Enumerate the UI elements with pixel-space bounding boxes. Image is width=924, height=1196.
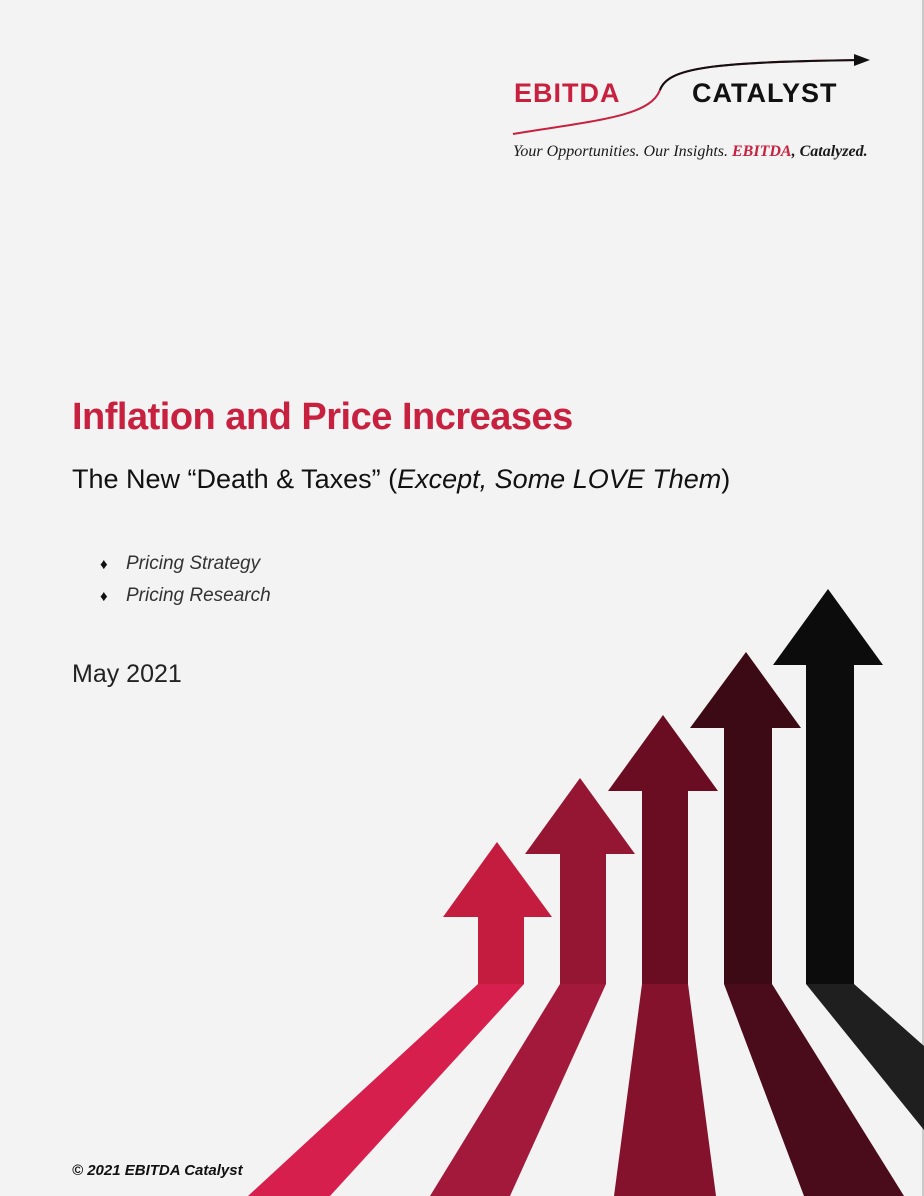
diamond-icon: ♦ xyxy=(100,587,108,605)
subtitle-text: The New “Death & Taxes” ( xyxy=(72,464,398,494)
document-date: May 2021 xyxy=(72,660,182,688)
subtitle-italic: Except, Some LOVE Them xyxy=(397,464,722,494)
document-subtitle: The New “Death & Taxes” (Except, Some LO… xyxy=(72,464,730,495)
logo-catalyst-text: CATALYST xyxy=(692,78,838,108)
arrow-floor-3 xyxy=(614,984,716,1196)
arrow-up-icon-2 xyxy=(525,778,635,984)
arrow-up-icon-4 xyxy=(690,652,801,984)
list-item-label: Pricing Strategy xyxy=(126,553,261,574)
arrow-up-icon-1 xyxy=(443,842,552,984)
arrow-up-icon-3 xyxy=(608,715,718,984)
tagline-text-end: , Catalyzed. xyxy=(791,143,868,160)
arrow-floor-2 xyxy=(430,984,606,1196)
logo-swoosh-arrow-icon xyxy=(512,54,870,135)
list-item: ♦ Pricing Strategy xyxy=(100,548,271,580)
ebitda-catalyst-logo: EBITDA CATALYST Your Opportunities. Our … xyxy=(510,50,874,170)
tagline-text: Your Opportunities. Our Insights. xyxy=(513,143,732,160)
subtitle-text-end: ) xyxy=(721,464,731,494)
arrow-floor-4 xyxy=(724,984,904,1196)
copyright-footer: © 2021 EBITDA Catalyst xyxy=(72,1162,243,1179)
logo-ebitda-text: EBITDA xyxy=(514,78,621,108)
diamond-icon: ♦ xyxy=(100,555,108,573)
arrow-floor-5 xyxy=(806,984,924,1130)
document-title: Inflation and Price Increases xyxy=(72,396,573,438)
arrow-floor-1 xyxy=(248,984,524,1196)
logo-tagline: Your Opportunities. Our Insights. EBITDA… xyxy=(513,143,868,161)
arrow-up-icon-5 xyxy=(773,589,883,984)
tagline-accent: EBITDA xyxy=(732,143,792,160)
page-edge xyxy=(922,0,924,1196)
list-item-label: Pricing Research xyxy=(126,585,271,606)
topic-list: ♦ Pricing Strategy ♦ Pricing Research xyxy=(100,548,271,612)
list-item: ♦ Pricing Research xyxy=(100,580,271,612)
